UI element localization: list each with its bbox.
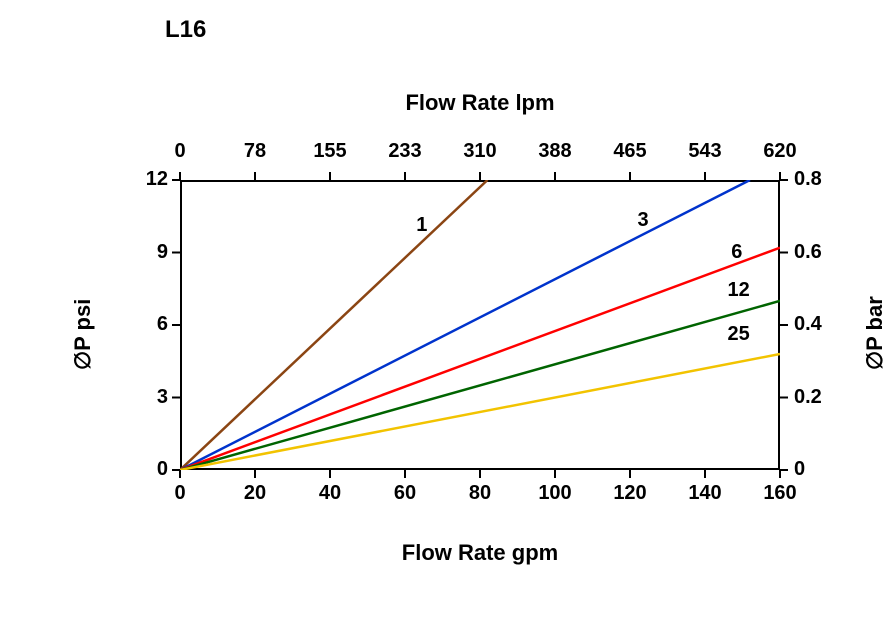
series-label-12: 12 [728,279,750,302]
tick-label: 80 [450,482,510,505]
tick-label: 465 [596,140,664,163]
tick-label: 388 [521,140,589,163]
tick-label: 0.6 [794,241,844,264]
tick-label: 310 [446,140,514,163]
tick-label: 9 [120,241,168,264]
series-line-25 [180,354,780,470]
series-lines [180,180,780,470]
tick-label: 0.2 [794,386,844,409]
tick-label: 160 [750,482,810,505]
plot-svg [0,0,891,622]
tick-label: 0.8 [794,168,844,191]
series-label-3: 3 [638,209,649,232]
chart-container: { "title": "L16", "title_fontsize": 24, … [0,0,891,622]
tick-label: 0.4 [794,313,844,336]
tick-label: 0 [150,482,210,505]
tick-label: 140 [675,482,735,505]
tick-label: 0 [794,458,844,481]
series-line-3 [180,180,750,470]
tick-label: 0 [120,458,168,481]
tick-label: 543 [671,140,739,163]
series-label-25: 25 [728,323,750,346]
tick-label: 233 [371,140,439,163]
series-label-1: 1 [416,214,427,237]
tick-label: 60 [375,482,435,505]
tick-label: 120 [600,482,660,505]
tick-label: 40 [300,482,360,505]
tick-label: 100 [525,482,585,505]
series-line-6 [180,248,780,470]
tick-label: 78 [221,140,289,163]
tick-label: 6 [120,313,168,336]
tick-label: 155 [296,140,364,163]
series-label-6: 6 [731,241,742,264]
tick-label: 3 [120,386,168,409]
tick-label: 12 [120,168,168,191]
tick-label: 20 [225,482,285,505]
tick-label: 0 [146,140,214,163]
tick-label: 620 [746,140,814,163]
